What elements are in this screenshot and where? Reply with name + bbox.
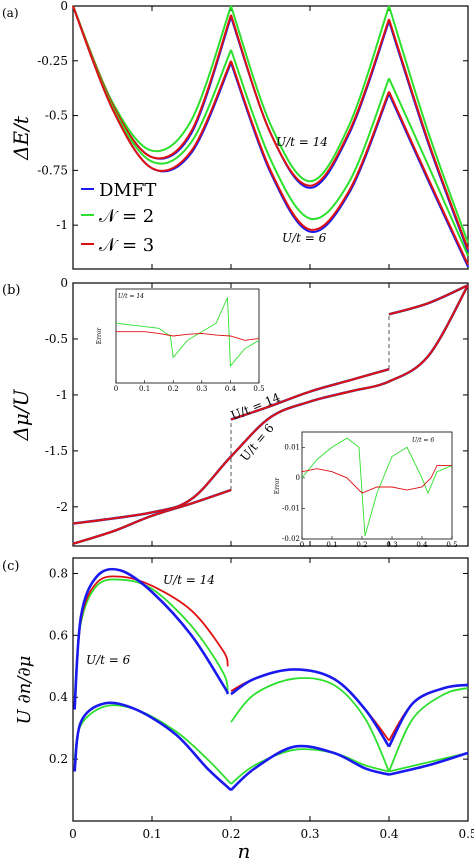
inset-xtick-label-0-3: 0.3 [196, 385, 207, 393]
panel-b-ylabel: Δμ/U [9, 388, 33, 441]
panel-a-ylabel: ΔE/t [9, 115, 33, 161]
inset-xtick-label-0-1: 0.1 [326, 541, 337, 549]
annotation-u14: U/t = 14 [276, 135, 328, 149]
series-b-u-t-6-2 [72, 284, 469, 525]
annotation-c-u14: U/t = 14 [163, 573, 215, 587]
inset-u6-ylabel: Error [274, 478, 281, 495]
xtick-label-0-5: 0.5 [458, 827, 474, 841]
series-c-3-u-t-6 [73, 701, 469, 791]
inset-xtick-label-0-5: 0.5 [253, 385, 264, 393]
panel-c-frame [72, 557, 469, 822]
inset-u6-annotation: U/t = 6 [412, 437, 434, 444]
panel-c-xlabel: n [238, 839, 251, 860]
series-b-u-t-14-2 [72, 284, 469, 545]
inset-xtick-label-0-3: 0.3 [386, 541, 397, 549]
panel-c-label: (c) [2, 559, 19, 574]
ytick-label-2: -2 [56, 500, 68, 514]
series-c-2-u-t-6 [73, 704, 469, 785]
ytick-label-0-4: 0.4 [49, 690, 68, 704]
panel-b-frame [72, 282, 469, 547]
series-c-dmft-u-t-14 [73, 567, 469, 748]
ytick-label-1-5: -1.5 [45, 444, 68, 458]
series-c-dmft-u-t-6 [73, 701, 469, 792]
inset-ytick-label-0-01: 0.01 [284, 443, 300, 451]
inset-xtick-label-0-2: 0.2 [168, 385, 179, 393]
ytick-label-0: 0 [60, 0, 68, 13]
panel-a-frame [72, 5, 469, 270]
inset-xtick-label-0-4: 0.4 [416, 541, 428, 549]
inset-u6-frame [301, 431, 453, 540]
xtick-label-0-1: 0.1 [142, 827, 161, 841]
annotation-c-u6: U/t = 6 [86, 653, 131, 667]
ytick-label-0-5: -0.5 [45, 332, 68, 346]
panel-c: (c) U ∂n/∂μ n 0 0.1 0.2 0.3 0.4 0.5 0.2 0.4 0.6… [2, 557, 474, 860]
inset-ytick-label-0: 0 [296, 474, 300, 482]
legend-label-dmft: DMFT [99, 180, 156, 201]
panel-c-ylabel: U ∂n/∂μ [14, 656, 35, 725]
ytick-label-1: -1 [56, 218, 68, 232]
inset-series-3 [116, 331, 260, 341]
panel-b-label: (b) [2, 283, 20, 298]
inset-xtick-label-0: 0 [114, 385, 118, 393]
inset-xtick-label-0-1: 0.1 [139, 385, 150, 393]
inset-ytick-label-0-02: -0.02 [282, 535, 300, 543]
inset-series-2 [115, 297, 260, 368]
ytick-label-0-2: 0.2 [49, 752, 68, 766]
series-c-3-u-t-14 [73, 575, 469, 742]
series-c-2-u-t-14 [73, 578, 469, 772]
inset-series-2 [301, 437, 453, 537]
panel-a-label: (a) [2, 6, 19, 20]
panel-a: (a) ΔE/t 0 -0.25 -0.5 -0.75 -1 U/t = 14 U/t … [2, 0, 469, 270]
inset-xtick-label-0: 0 [300, 541, 304, 549]
ytick-label-0-25: -0.25 [37, 54, 68, 68]
annotation-u6: U/t = 6 [282, 231, 327, 245]
ytick-label-1: -1 [56, 388, 68, 402]
inset-xtick-label-0-5: 0.5 [446, 541, 457, 549]
inset-xtick-label-0-4: 0.4 [225, 385, 237, 393]
ytick-label-0-6: 0.6 [49, 628, 68, 642]
legend: DMFT 𝒩 = 2 𝒩 = 3 [81, 180, 156, 256]
inset-u14-ylabel: Error [96, 328, 103, 345]
inset-u14-frame [115, 288, 260, 384]
inset-ytick-label-0-01: -0.01 [282, 504, 300, 512]
xtick-label-0: 0 [69, 827, 77, 841]
ytick-label-0-5: -0.5 [45, 109, 68, 123]
ytick-label-0-8: 0.8 [49, 566, 68, 580]
inset-u14-annotation: U/t = 14 [118, 293, 144, 300]
xtick-label-0-2: 0.2 [221, 827, 240, 841]
ytick-label-0: 0 [60, 276, 68, 290]
xtick-label-0-3: 0.3 [300, 827, 319, 841]
ytick-label-0-75: -0.75 [37, 163, 68, 177]
inset-u14: U/t = 14 Error 0 0.1 0.2 0.3 0.4 0.5 [96, 288, 265, 393]
xtick-label-0-4: 0.4 [379, 827, 398, 841]
series-a-3-u-t-6 [72, 5, 469, 266]
inset-series-3 [301, 465, 452, 494]
legend-label-n2: 𝒩 = 2 [99, 206, 154, 227]
annotation-b-u14: U/t = 14 [229, 390, 283, 423]
panel-b: (b) Δμ/U 0 -0.5 -1 -1.5 -2 U/t = 14 U/t = 6 … [2, 276, 470, 549]
inset-xtick-label-0-2: 0.2 [356, 541, 367, 549]
legend-label-n3: 𝒩 = 3 [99, 235, 154, 256]
inset-u6: U/t = 6 Error 0 0.1 0.2 0.3 0.4 0.5 0.01 0 -0.01… [274, 431, 458, 549]
